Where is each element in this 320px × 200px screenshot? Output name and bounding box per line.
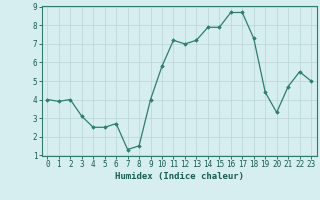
- X-axis label: Humidex (Indice chaleur): Humidex (Indice chaleur): [115, 172, 244, 181]
